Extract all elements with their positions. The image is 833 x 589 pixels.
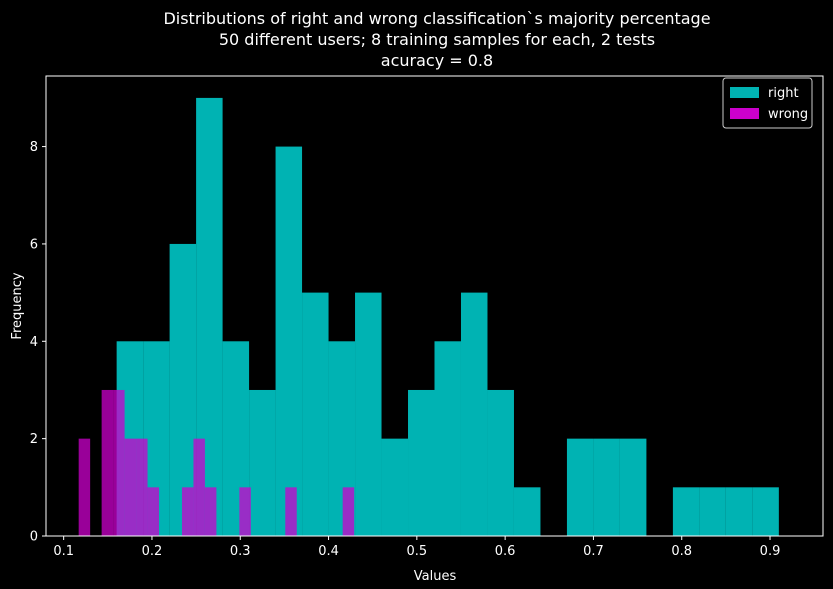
wrong-bar bbox=[113, 389, 125, 536]
title-line-1: Distributions of right and wrong classif… bbox=[163, 9, 710, 28]
wrong-bar bbox=[193, 438, 205, 536]
right-bar bbox=[513, 487, 541, 536]
title-line-2: 50 different users; 8 training samples f… bbox=[219, 30, 655, 49]
wrong-bar bbox=[78, 438, 91, 536]
x-tick-label: 0.7 bbox=[583, 544, 604, 559]
y-axis-ticks: 0 2 4 6 8 bbox=[30, 140, 46, 545]
right-bar bbox=[725, 487, 753, 536]
right-bar bbox=[566, 438, 594, 536]
x-tick-label: 0.3 bbox=[230, 544, 251, 559]
title-line-3: acuracy = 0.8 bbox=[381, 51, 493, 70]
x-tick-label: 0.9 bbox=[760, 544, 781, 559]
y-axis-label: Frequency bbox=[10, 272, 25, 339]
right-bar bbox=[752, 487, 779, 536]
y-tick-label: 8 bbox=[30, 140, 38, 155]
x-tick-label: 0.2 bbox=[142, 544, 163, 559]
right-bar bbox=[408, 389, 435, 536]
right-bar bbox=[302, 292, 329, 536]
y-tick-label: 0 bbox=[30, 530, 38, 545]
right-bar bbox=[275, 146, 303, 536]
right-bar bbox=[619, 438, 647, 536]
y-tick-label: 2 bbox=[30, 432, 38, 447]
wrong-bar bbox=[124, 438, 137, 536]
right-bar bbox=[460, 292, 488, 536]
plot-area-frame bbox=[45, 75, 824, 537]
x-tick-label: 0.5 bbox=[406, 544, 427, 559]
legend-swatch-wrong bbox=[730, 108, 759, 119]
x-tick-label: 0.6 bbox=[495, 544, 516, 559]
right-bar bbox=[355, 292, 382, 536]
right-bar bbox=[672, 487, 700, 536]
x-tick-label: 0.8 bbox=[671, 544, 692, 559]
right-bar bbox=[593, 438, 620, 536]
legend-label-right: right bbox=[768, 86, 799, 101]
right-series-bars bbox=[116, 97, 779, 537]
wrong-series-bars bbox=[78, 389, 355, 536]
right-bar bbox=[434, 341, 461, 536]
chart-title: Distributions of right and wrong classif… bbox=[163, 9, 710, 70]
x-axis-ticks: 0.1 0.2 0.3 0.4 0.5 0.6 0.7 0.8 0.9 bbox=[53, 536, 780, 559]
y-tick-label: 6 bbox=[30, 237, 38, 252]
x-tick-label: 0.4 bbox=[318, 544, 339, 559]
wrong-bar bbox=[342, 487, 355, 536]
right-bar bbox=[487, 389, 514, 536]
x-axis-label: Values bbox=[414, 569, 457, 584]
wrong-bar bbox=[204, 487, 217, 536]
wrong-bar bbox=[136, 438, 148, 536]
wrong-bar bbox=[239, 487, 251, 536]
right-bar bbox=[381, 438, 409, 536]
wrong-bar bbox=[101, 389, 114, 536]
wrong-bar bbox=[147, 487, 160, 536]
legend-swatch-right bbox=[730, 87, 759, 98]
x-tick-label: 0.1 bbox=[53, 544, 74, 559]
wrong-bar bbox=[285, 487, 297, 536]
right-bar bbox=[249, 389, 276, 536]
right-bar bbox=[699, 487, 726, 536]
wrong-bar bbox=[181, 487, 194, 536]
legend-label-wrong: wrong bbox=[768, 107, 808, 122]
legend: right wrong bbox=[722, 77, 813, 129]
y-tick-label: 4 bbox=[30, 335, 38, 350]
